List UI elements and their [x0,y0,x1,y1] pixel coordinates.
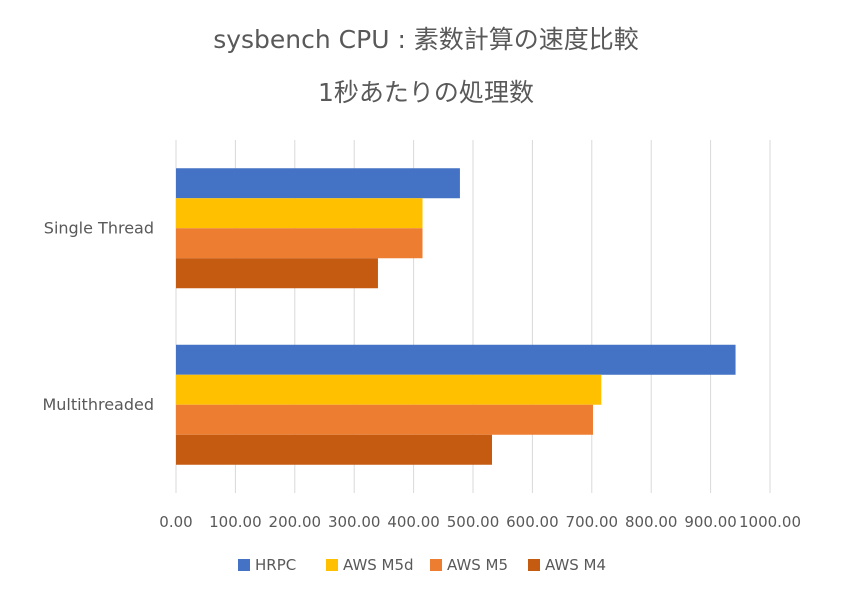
bar-aws-m5 [176,404,593,435]
x-tick-label: 900.00 [684,513,737,531]
legend-label: AWS M5 [447,556,508,574]
x-tick-label: 300.00 [328,513,381,531]
legend-swatch [430,559,442,571]
x-tick-label: 0.00 [159,513,192,531]
x-tick-label: 600.00 [506,513,559,531]
legend-swatch [238,559,250,571]
legend-swatch [326,559,338,571]
chart-title: sysbench CPU : 素数計算の速度比較 [213,25,639,54]
bar-hrpc [176,168,460,199]
bar-aws-m4 [176,258,378,289]
legend-label: HRPC [255,556,296,574]
legend-label: AWS M5d [343,556,414,574]
bar-hrpc [176,344,736,375]
x-tick-label: 500.00 [447,513,500,531]
bar-aws-m4 [176,434,493,465]
category-label: Single Thread [44,218,154,237]
bar-aws-m5d [176,374,602,405]
chart-subtitle: 1秒あたりの処理数 [318,78,534,107]
legend-label: AWS M4 [545,556,606,574]
x-tick-label: 400.00 [387,513,440,531]
x-tick-label: 100.00 [209,513,262,531]
x-tick-label: 1000.00 [739,513,801,531]
x-tick-label: 800.00 [625,513,678,531]
x-tick-label: 700.00 [566,513,619,531]
bar-aws-m5 [176,228,423,259]
category-label: Multithreaded [42,395,154,414]
legend-swatch [528,559,540,571]
x-tick-label: 200.00 [269,513,322,531]
bar-aws-m5d [176,198,423,229]
